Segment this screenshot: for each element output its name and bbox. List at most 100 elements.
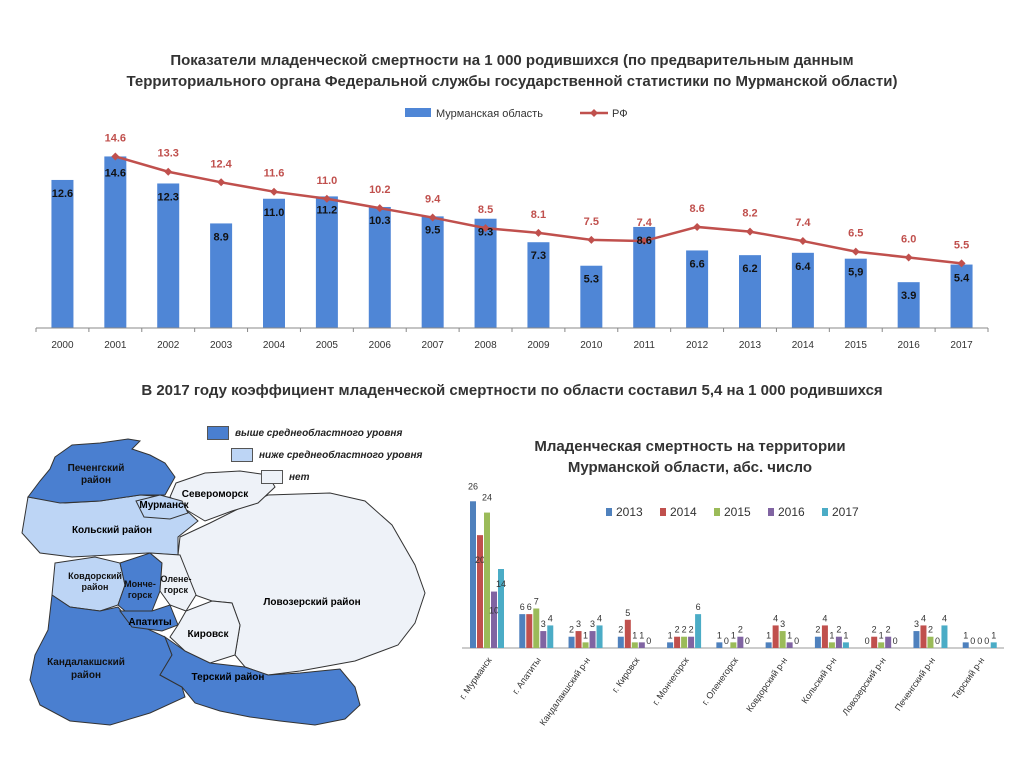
bar-2014 [772,625,779,648]
x-tick-label: 2007 [422,340,445,351]
bar-2016 [540,631,547,648]
data-label-murmansk: 5.4 [954,273,970,285]
data-label-2013: 2 [569,625,574,635]
data-label-2015: 1 [879,630,884,640]
data-label-2017: 1 [843,630,848,640]
data-label-2017: 4 [942,613,947,623]
bar-murmansk-2000 [51,179,74,328]
marker-rf-2002 [164,167,173,176]
bar-2013 [568,636,575,648]
legend-label: выше среднеобластного уровня [235,427,403,439]
x-tick-label: Терский р-н [950,655,986,701]
data-label-rf: 11.0 [316,175,337,187]
data-label-2015: 3 [780,619,785,629]
data-label-murmansk: 12.6 [52,188,73,200]
chart-legend: 2013 2014 2015 2016 2017 [606,505,859,519]
legend-swatch [207,426,229,440]
bar-murmansk-2005 [315,196,338,328]
bar-2013 [716,642,723,648]
bar-2014 [624,619,631,648]
bar-2014 [477,535,483,648]
x-tick-label: Ловозерский р-н [840,655,887,717]
map-label-tersky: Терский район [192,672,265,683]
legend-label-line: РФ [612,108,628,120]
bar-2016 [491,591,497,648]
bar-murmansk-2009 [527,242,550,328]
data-label-rf: 9.4 [425,194,441,206]
x-tick-label: 2001 [104,340,127,351]
data-label-rf: 6.0 [901,234,916,246]
bar-murmansk-2011 [633,226,656,328]
x-tick-label: г. Мурманск [457,655,493,701]
data-label-2013: 3 [914,619,919,629]
bar-2015 [730,642,737,648]
map-label-monchegorsk: Монче-горск [124,579,156,600]
data-label-murmansk: 11.0 [264,207,285,219]
bar-2016 [885,636,892,648]
bar-2013 [962,642,969,648]
legend-swatch-2014 [660,508,666,516]
map-region-tersky [159,635,361,726]
data-label-rf: 8.1 [531,209,546,221]
x-tick-label: Печенгский р-н [893,655,937,712]
legend-label-2016: 2016 [778,505,805,519]
data-label-murmansk: 10.3 [369,215,390,227]
data-label-2014: 4 [921,613,926,623]
data-label-2014: 4 [773,613,778,623]
x-tick-label: 2009 [527,340,550,351]
bar-murmansk-2007 [421,216,444,328]
data-label-2016: 0 [935,636,940,646]
x-tick-label: г. Кировск [610,655,642,694]
data-label-2017: 14 [496,579,506,589]
data-label-2015: 2 [682,625,687,635]
x-tick-label: 2004 [263,340,286,351]
map-region-kirovsk [169,600,241,664]
legend-label-2017: 2017 [832,505,859,519]
x-tick-label: 2003 [210,340,233,351]
data-label-murmansk: 14.6 [105,167,126,179]
data-label-2014: 0 [724,636,729,646]
data-label-2016: 2 [886,625,891,635]
bar-2015 [533,608,540,648]
marker-rf-2009 [534,228,543,237]
data-label-murmansk: 6.6 [689,258,704,270]
data-label-murmansk: 5,9 [848,267,863,279]
bar-2016 [589,631,596,648]
legend-label: нет [289,471,310,483]
data-label-murmansk: 11.2 [316,204,337,216]
map-label-kandalaksha: Кандалакшский район [47,657,125,681]
data-label-2016: 10 [489,606,499,616]
data-label-rf: 7.4 [637,217,653,229]
bar-2014 [526,614,533,648]
chart-title-line1: Показатели младенческой смертности на 1 … [170,52,854,69]
bar-2015 [484,512,490,648]
x-tick-label: 2008 [474,340,497,351]
data-label-2014: 2 [872,625,877,635]
bar-2015 [631,642,638,648]
bar-murmansk-2014 [791,252,814,328]
bar-2013 [519,614,526,648]
bar-murmansk-2015 [844,258,867,328]
data-label-2015: 1 [731,630,736,640]
map-legend-item: ниже среднеобластного уровня [231,448,422,462]
legend-swatch-2015 [714,508,720,516]
map-region-murmansk [135,494,189,520]
data-label-rf: 10.2 [369,184,390,196]
marker-rf-2003 [217,178,226,187]
data-label-rf: 12.4 [210,158,232,170]
map-label-olenegorsk: Олене-горск [161,574,192,595]
data-label-2016: 3 [590,619,595,629]
data-label-2013: 2 [815,625,820,635]
marker-rf-2013 [746,227,754,236]
data-label-murmansk: 5.3 [584,274,599,286]
data-label-murmansk: 6.2 [742,263,757,275]
bar-2017 [596,625,603,648]
map-label-lovozero: Ловозерский район [263,597,360,608]
map-label-murmansk: Мурманск [139,500,189,511]
map-label-kola: Кольский район [72,525,152,536]
mortality-rate-chart: Мурманская область РФ 2000 2001 2002 2003 2004… [35,108,989,351]
legend-label-bar: Мурманская область [436,108,543,120]
map-label-kirovsk: Кировск [188,629,230,640]
data-label-rf: 8.5 [478,204,493,216]
